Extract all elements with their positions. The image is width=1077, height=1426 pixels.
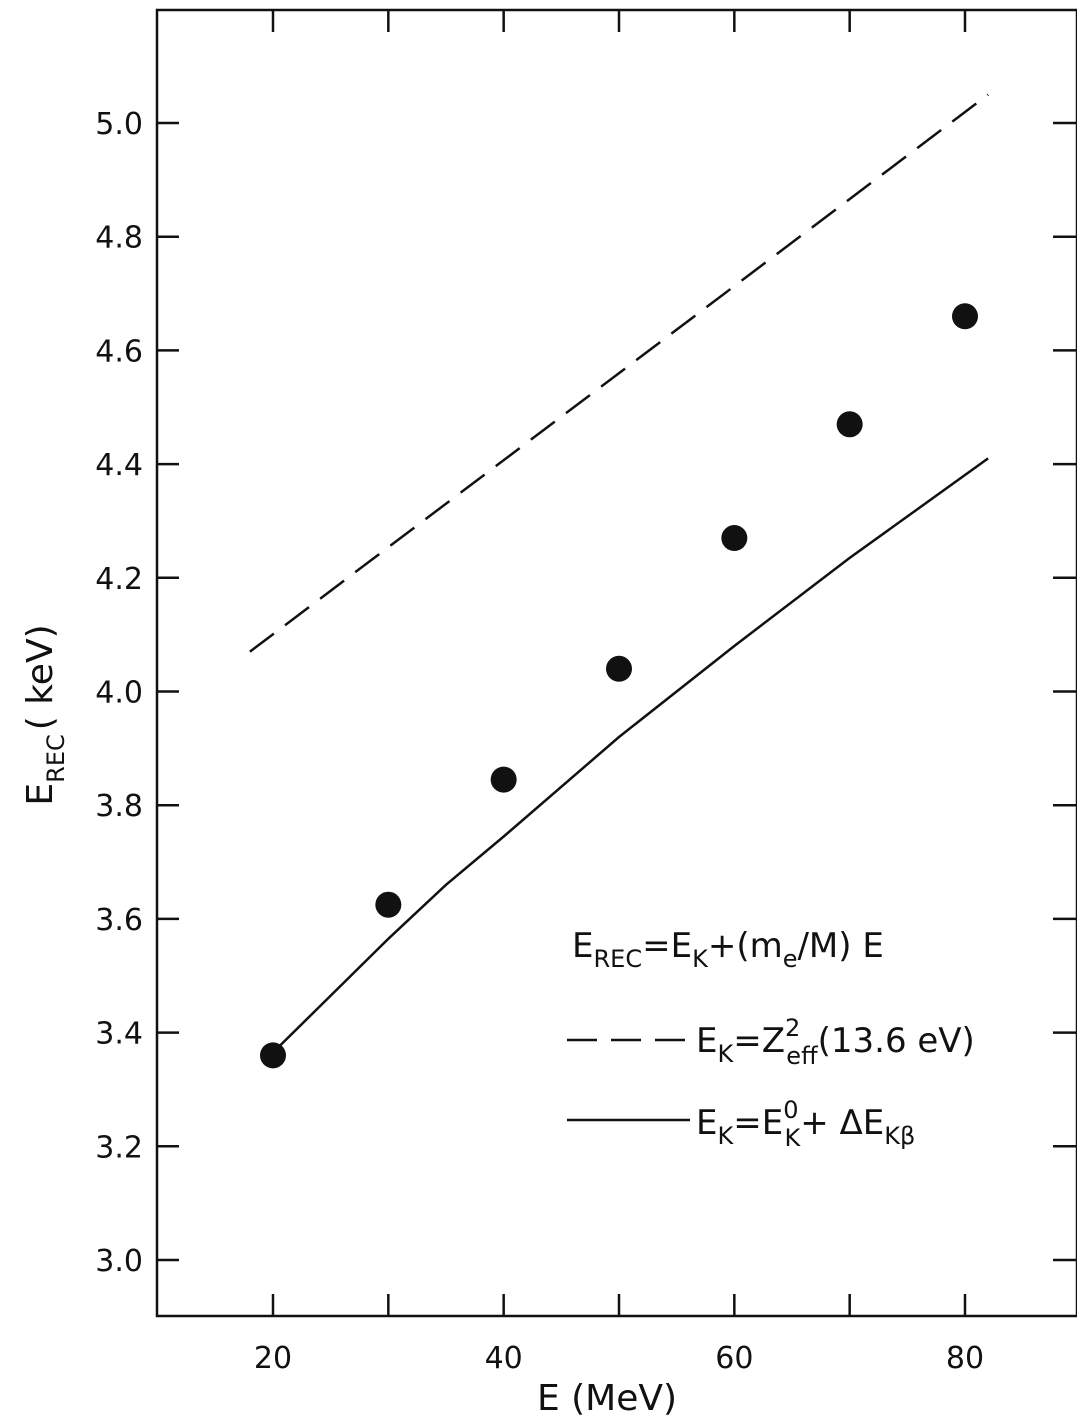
x-tick-label: 80: [946, 1341, 984, 1376]
y-tick-label: 4.6: [95, 334, 143, 369]
y-tick-label: 4.0: [95, 676, 143, 711]
legend-solid-b-sub: K: [785, 1124, 802, 1152]
y-tick-label: 3.2: [95, 1130, 143, 1165]
legend-dashed-b: =Z: [733, 1021, 785, 1061]
data-point: [490, 766, 517, 793]
legend-solid-b: =E: [733, 1103, 783, 1143]
y-tick-label: 3.8: [95, 789, 143, 824]
data-point: [952, 303, 978, 330]
data-point: [606, 655, 632, 682]
legend-dashed-c: (13.6 eV): [818, 1021, 975, 1061]
legend-solid-a: E: [696, 1103, 717, 1143]
data-point: [375, 891, 402, 918]
dashed-line-series: [249, 93, 989, 653]
solid-line-series: [272, 457, 989, 1054]
y-tick-label: 3.6: [95, 903, 143, 938]
legend-dashed-b-sup: 2: [785, 1014, 800, 1042]
series-layer: [249, 93, 989, 1069]
legend-formula: EREC=EK+(me/M) E: [572, 926, 884, 973]
legend-formula-lhs-sub: REC: [593, 945, 642, 973]
y-tick-label: 4.8: [95, 221, 143, 256]
legend-solid-a-sub: K: [717, 1122, 734, 1150]
data-point: [260, 1042, 286, 1069]
data-point: [836, 411, 863, 438]
x-tick-label: 40: [485, 1341, 523, 1376]
data-point: [721, 525, 748, 552]
y-axis-title: EREC ( keV): [20, 624, 70, 805]
legend-solid-c: + ΔE: [800, 1103, 884, 1143]
x-axis-title: E (MeV): [537, 1378, 677, 1419]
legend-dashed-a: E: [696, 1021, 717, 1061]
tick-labels: 20 40 60 803.03.23.43.63.84.04.24.44.64.85.…: [95, 107, 984, 1376]
ticks: [157, 10, 1077, 1316]
y-axis-title-main: E: [20, 783, 61, 806]
y-tick-label: 4.4: [95, 448, 143, 483]
x-tick-label: 20: [254, 1341, 292, 1376]
legend: EREC=EK+(me/M) E EK=Z2 eff(13.6 eV) EK=E0…: [567, 926, 975, 1152]
legend-solid-label: EK=E0 K+ ΔEKβ: [696, 1096, 915, 1152]
legend-dashed-b-sub: eff: [786, 1042, 818, 1070]
legend-formula-rhs3: /M) E: [797, 926, 883, 966]
plot-frame: [155, 8, 1077, 1318]
y-tick-label: 5.0: [95, 107, 143, 142]
y-axis-title-sub: REC: [42, 734, 70, 783]
legend-formula-rhs-sub: K: [692, 945, 709, 973]
legend-formula-rhs2: +(m: [708, 926, 783, 966]
y-axis-title-rest: ( keV): [20, 624, 61, 730]
y-tick-label: 3.4: [95, 1017, 143, 1052]
legend-solid-c-sub: Kβ: [884, 1122, 915, 1150]
y-tick-label: 3.0: [95, 1244, 143, 1279]
legend-dashed-a-sub: K: [717, 1040, 734, 1068]
legend-solid-b-sup: 0: [783, 1096, 798, 1124]
legend-formula-rhs: =E: [642, 926, 692, 966]
legend-formula-rhs2-sub: e: [783, 945, 798, 973]
legend-formula-lhs: E: [572, 926, 593, 966]
x-tick-label: 60: [715, 1341, 753, 1376]
y-tick-label: 4.2: [95, 562, 143, 597]
legend-dashed-label: EK=Z2 eff(13.6 eV): [696, 1014, 975, 1070]
